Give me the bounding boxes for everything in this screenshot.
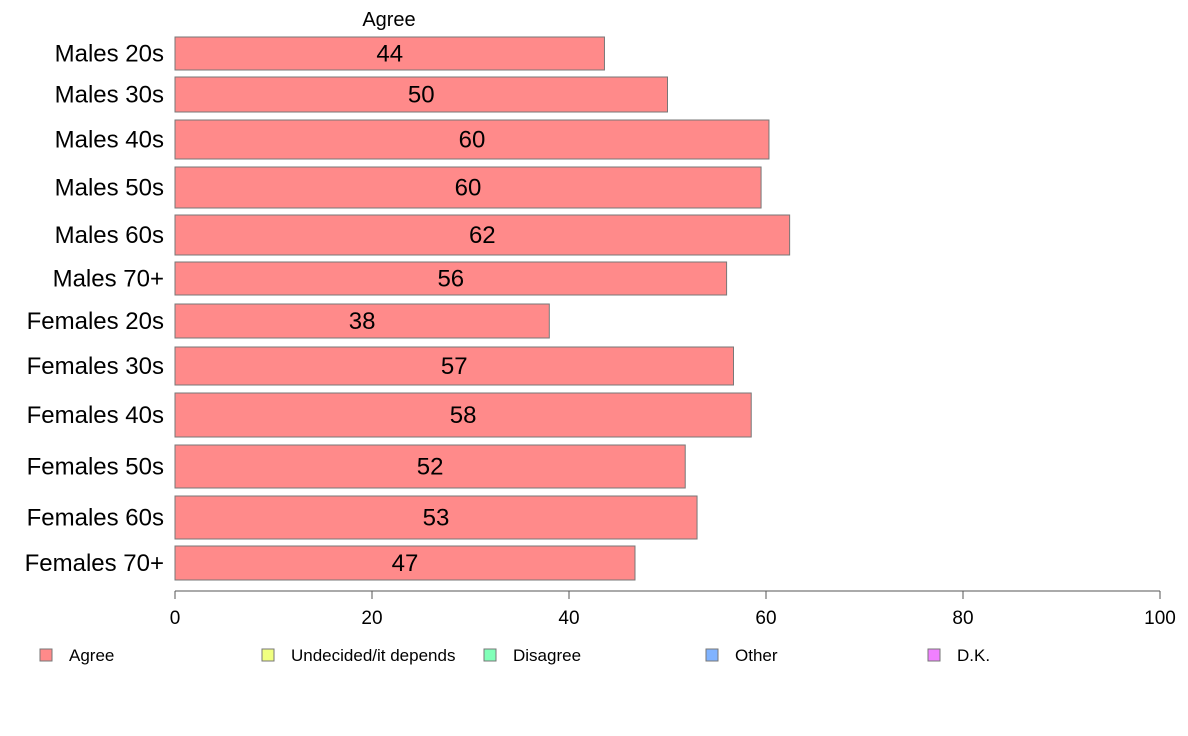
- bar-value-label: 44: [376, 41, 403, 68]
- bar-males-30s: [174, 76, 668, 113]
- category-label: Females 20s: [27, 308, 164, 335]
- bar-value-label: 50: [408, 82, 435, 109]
- category-labels: Males 20s Males 30s Males 40s Males 50s Male…: [25, 41, 164, 578]
- legend-label: Agree: [69, 646, 114, 665]
- category-label: Males 60s: [55, 222, 164, 249]
- bar-males-70-: [174, 261, 728, 296]
- x-tick-label: 60: [755, 608, 776, 629]
- bar-value-label: 58: [450, 402, 477, 429]
- bar-males-40s: [174, 119, 770, 160]
- bar-males-20s: [174, 36, 605, 71]
- category-label: Females 30s: [27, 353, 164, 380]
- category-label: Males 50s: [55, 175, 164, 202]
- bar-value-label: 57: [441, 353, 468, 380]
- category-label: Males 30s: [55, 82, 164, 109]
- bar-females-50s: [174, 444, 686, 489]
- x-tick-label: 100: [1144, 608, 1176, 629]
- legend-label: Other: [735, 646, 778, 665]
- bar-females-40s: [174, 392, 752, 438]
- category-label: Males 70+: [53, 266, 164, 293]
- category-label: Females 50s: [27, 454, 164, 481]
- x-tick-label: 20: [361, 608, 382, 629]
- legend-swatch: [927, 648, 941, 662]
- category-label: Males 20s: [55, 41, 164, 68]
- x-axis: 0 20 40 60 80 100: [170, 590, 1176, 629]
- bar-females-60s: [174, 495, 698, 540]
- bar-value-label: 56: [437, 266, 464, 293]
- legend-swatch: [261, 648, 275, 662]
- bar-males-60s: [174, 214, 791, 256]
- bar-value-label: 60: [459, 127, 486, 154]
- x-tick-label: 40: [558, 608, 579, 629]
- x-tick-label: 0: [170, 608, 181, 629]
- bar-value-label: 60: [455, 175, 482, 202]
- bar-value-label: 53: [423, 505, 450, 532]
- bar-value-label: 47: [392, 550, 419, 577]
- category-label: Females 70+: [25, 550, 164, 577]
- legend-swatch: [705, 648, 719, 662]
- bar-females-70-: [174, 545, 636, 581]
- bar-value-label: 52: [417, 454, 444, 481]
- category-label: Females 40s: [27, 402, 164, 429]
- legend-label: Undecided/it depends: [291, 646, 455, 665]
- category-label: Females 60s: [27, 505, 164, 532]
- category-label: Males 40s: [55, 127, 164, 154]
- bar-value-label: 38: [349, 308, 376, 335]
- legend-label: D.K.: [957, 646, 990, 665]
- x-tick-label: 80: [952, 608, 973, 629]
- bar-value-label: 62: [469, 222, 496, 249]
- bar-females-30s: [174, 346, 734, 386]
- bar-females-20s: [174, 303, 550, 339]
- series-title: Agree: [362, 9, 415, 31]
- legend-label: Disagree: [513, 646, 581, 665]
- bar-males-50s: [174, 166, 762, 209]
- legend-swatch: [39, 648, 53, 662]
- legend: Agree Undecided/it depends Disagree Other D.…: [39, 646, 990, 665]
- legend-swatch: [483, 648, 497, 662]
